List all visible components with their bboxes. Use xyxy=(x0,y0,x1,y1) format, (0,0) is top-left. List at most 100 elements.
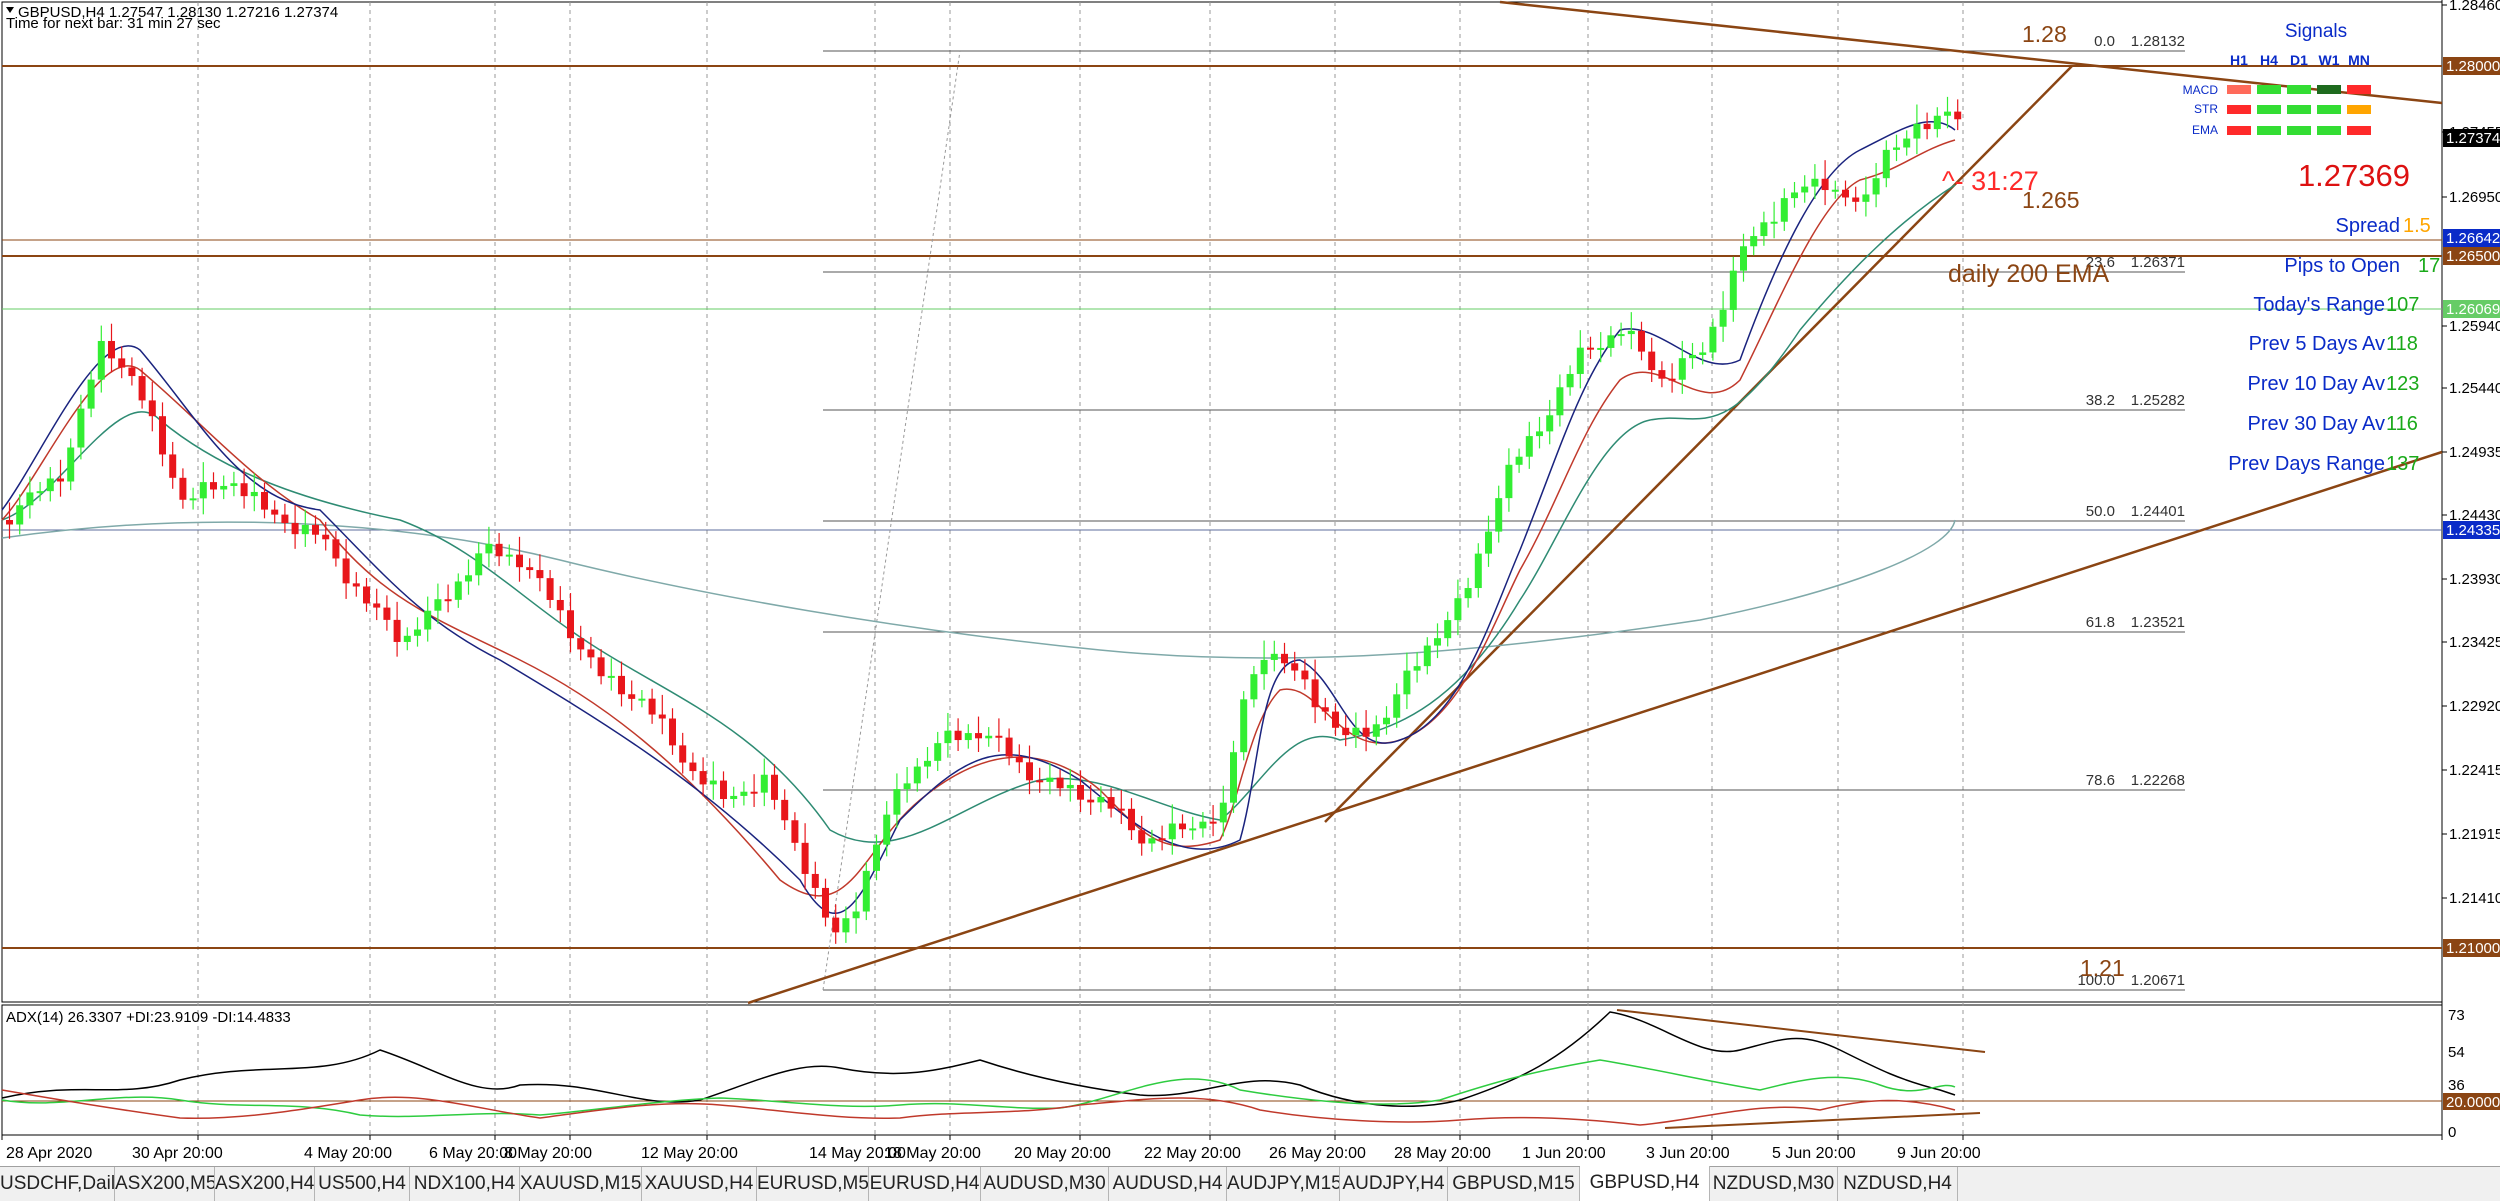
price-tick: 1.24935 xyxy=(2449,444,2500,461)
candle-body xyxy=(1770,221,1778,224)
candle-body xyxy=(159,416,166,455)
candle-body xyxy=(1097,797,1105,803)
candle-body xyxy=(1831,189,1839,192)
tab-gbpusd-h4[interactable]: GBPUSD,H4 xyxy=(1580,1166,1710,1201)
candle-body xyxy=(995,735,1003,738)
chart-header: GBPUSD,H4 1.27547 1.28130 1.27216 1.2737… xyxy=(6,4,338,32)
candle-body xyxy=(1250,674,1258,700)
tf-d1: D1 xyxy=(2290,52,2308,68)
candle-body xyxy=(475,553,483,576)
candle-body xyxy=(985,735,993,739)
candle-body xyxy=(1882,149,1890,179)
adx-axis: ADX(14) 26.3307 +DI:23.9109 -DI:14.4833 … xyxy=(6,1007,2465,1141)
price-tick: 1.28460 xyxy=(2449,0,2500,14)
tab-gbpusd-m15[interactable]: GBPUSD,M15 xyxy=(1448,1167,1580,1201)
candle-body xyxy=(577,638,585,650)
candle-body xyxy=(1026,762,1033,781)
candle-body xyxy=(1189,828,1197,831)
candle-body xyxy=(648,698,656,715)
level-121-label: 1.21 xyxy=(2080,955,2125,981)
time-tick: 28 Apr 2020 xyxy=(6,1145,92,1162)
tab-audjpy-h4[interactable]: AUDJPY,H4 xyxy=(1340,1167,1448,1201)
tab-asx200-m5[interactable]: ASX200,M5 xyxy=(115,1167,215,1201)
price-tick: 1.21410 xyxy=(2449,890,2500,907)
candle-body xyxy=(1158,838,1166,841)
signal-cell xyxy=(2317,126,2341,135)
price-marker-bg xyxy=(2443,521,2500,539)
candle-body xyxy=(1077,784,1084,800)
time-axis[interactable]: 28 Apr 2020 30 Apr 20:00 4 May 20:00 6 May … xyxy=(1,1135,1981,1162)
candle-body xyxy=(1740,246,1747,271)
time-tick: 28 May 20:00 xyxy=(1394,1145,1491,1162)
candle-body xyxy=(128,367,136,377)
adx-indicator xyxy=(1,1011,2442,1126)
candle-body xyxy=(1005,737,1013,757)
price-marker-label: 1.26069 xyxy=(2446,301,2500,318)
candle-body xyxy=(1383,717,1390,725)
price-chart[interactable]: 0.0 1.28132 23.6 1.26371 38.2 1.25282 50… xyxy=(0,0,2500,1166)
candle-body xyxy=(352,583,360,587)
candle-body xyxy=(434,599,442,611)
candle-body xyxy=(1474,553,1482,589)
candle-body xyxy=(1046,777,1054,782)
tab-xauusd-h4[interactable]: XAUUSD,H4 xyxy=(642,1167,757,1201)
candle-body xyxy=(1393,694,1401,718)
tab-asx200-h4[interactable]: ASX200,H4 xyxy=(215,1167,315,1201)
tab-audusd-h4[interactable]: AUDUSD,H4 xyxy=(1109,1167,1227,1201)
signal-row-macd: MACD xyxy=(2183,83,2219,97)
candle-body xyxy=(720,780,727,800)
candle-body xyxy=(250,491,258,497)
candle-body xyxy=(1036,780,1044,783)
tab-nzdusd-m30[interactable]: NZDUSD,M30 xyxy=(1710,1167,1838,1201)
tab-nzdusd-h4[interactable]: NZDUSD,H4 xyxy=(1838,1167,1958,1201)
candle-body xyxy=(505,554,513,557)
candle-body xyxy=(1954,111,1962,120)
tab-eurusd-m5[interactable]: EURUSD,M5 xyxy=(757,1167,869,1201)
candle-body xyxy=(108,340,115,359)
daily-200-ema-label: daily 200 EMA xyxy=(1948,260,2110,288)
candle-body xyxy=(1729,270,1737,310)
tf-h1: H1 xyxy=(2230,52,2248,68)
collapse-triangle-icon xyxy=(6,7,14,13)
adx-support-trendline xyxy=(1664,1112,1981,1129)
adx-level-marker: 20.0000 xyxy=(2446,1094,2500,1111)
tab-ndx100-h4[interactable]: NDX100,H4 xyxy=(410,1167,520,1201)
candle-body xyxy=(1168,823,1176,840)
candle-body xyxy=(1525,436,1533,457)
prev5-value: 118 xyxy=(2386,333,2418,355)
candle-body xyxy=(1556,387,1564,416)
tab-xauusd-m15[interactable]: XAUUSD,M15 xyxy=(520,1167,642,1201)
candle-body xyxy=(516,554,523,568)
candle-body xyxy=(495,543,503,557)
candle-body xyxy=(342,558,350,584)
today-range-label: Today's Range xyxy=(2253,294,2385,316)
candle-body xyxy=(97,340,105,380)
candle-body xyxy=(628,694,636,699)
candle-body xyxy=(1311,679,1319,708)
tab-eurusd-h4[interactable]: EURUSD,H4 xyxy=(869,1167,981,1201)
tab-usdchf-daily[interactable]: USDCHF,Daily xyxy=(0,1167,115,1201)
candle-body xyxy=(1372,724,1380,737)
candle-body xyxy=(1128,808,1135,831)
trend-lines[interactable] xyxy=(747,0,2443,1129)
tab-audusd-m30[interactable]: AUDUSD,M30 xyxy=(981,1167,1109,1201)
candlestick-series[interactable] xyxy=(6,96,1962,944)
candle-body xyxy=(709,780,717,785)
candle-body xyxy=(934,743,942,761)
adx-tick-36: 36 xyxy=(2448,1077,2465,1094)
time-tick: 14 May 20:00 xyxy=(809,1145,906,1162)
candle-body xyxy=(964,733,972,741)
tab-audjpy-m15[interactable]: AUDJPY,M15 xyxy=(1227,1167,1340,1201)
candle-body xyxy=(954,730,962,741)
price-marker-label: 1.28000 xyxy=(2446,58,2500,75)
price-marker-label: 1.27374 xyxy=(2446,130,2500,147)
candle-body xyxy=(26,492,34,506)
time-tick: 22 May 20:00 xyxy=(1144,1145,1241,1162)
candle-body xyxy=(1638,330,1645,352)
candle-body xyxy=(220,485,228,490)
date-gridlines xyxy=(197,2,1964,1135)
tab-us500-h4[interactable]: US500,H4 xyxy=(315,1167,410,1201)
price-marker-label: 1.26642 xyxy=(2446,230,2500,247)
spread-value: 1.5 xyxy=(2403,215,2431,237)
signal-row-ema: EMA xyxy=(2192,123,2218,137)
